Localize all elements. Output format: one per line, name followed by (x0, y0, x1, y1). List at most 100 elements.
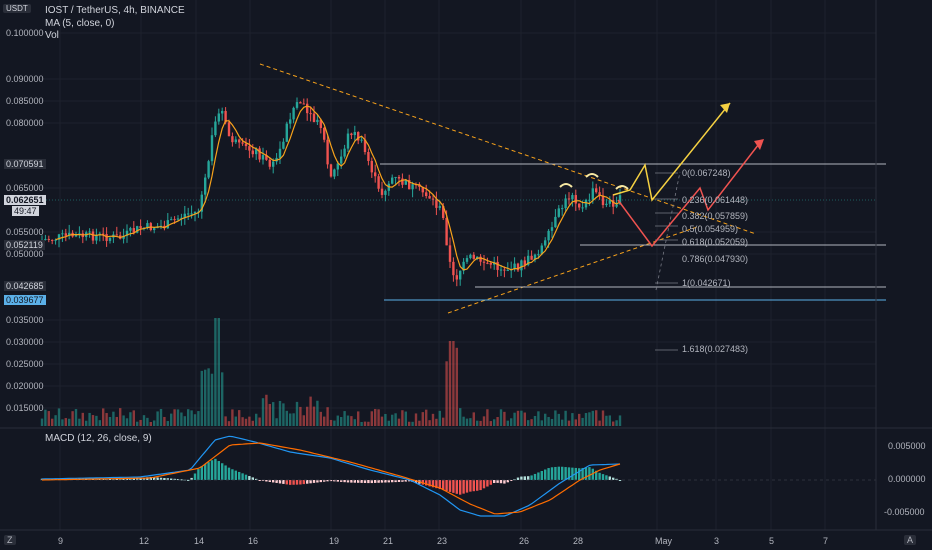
price-tick: 0.100000 (6, 28, 44, 38)
macd-histogram-bar (530, 475, 533, 480)
candle-body (489, 262, 492, 265)
macd-histogram-bar (207, 462, 210, 480)
macd-indicator-label[interactable]: MACD (12, 26, close, 9) (45, 433, 152, 444)
macd-histogram-bar (129, 478, 132, 480)
macd-histogram-bar (612, 477, 615, 480)
price-tick: 0.035000 (6, 315, 44, 325)
volume-bar (503, 411, 506, 426)
volume-bar (47, 411, 50, 426)
macd-histogram-bar (618, 480, 622, 481)
volume-bar (384, 413, 387, 426)
candle-body (95, 235, 98, 241)
volume-bar (71, 411, 74, 426)
macd-histogram-bar (455, 480, 458, 494)
volume-bar (496, 417, 499, 426)
volume-bar (397, 418, 401, 426)
macd-histogram-bar (238, 471, 241, 480)
macd-histogram-bar (527, 476, 530, 480)
candle-body (214, 121, 217, 136)
volume-bar (187, 409, 190, 426)
macd-histogram-bar (122, 478, 125, 480)
candle-body (227, 122, 231, 137)
candle-body (547, 230, 550, 241)
macd-histogram-bar (159, 477, 163, 480)
symbol-badge[interactable]: USDT (3, 4, 31, 13)
candle-body (319, 119, 322, 128)
candle-body (146, 223, 149, 228)
time-label: 14 (194, 536, 205, 546)
macd-histogram-bar (275, 480, 278, 483)
candle-body (574, 195, 577, 204)
volume-bar (618, 415, 622, 426)
volume-bar (605, 415, 608, 426)
candle-body (54, 239, 57, 241)
macd-histogram-bar (190, 477, 193, 480)
volume-bar (68, 418, 71, 426)
price-tick: 0.080000 (6, 118, 44, 128)
candle-body (255, 148, 258, 155)
candle-body (544, 240, 547, 246)
volume-bar (105, 413, 108, 426)
macd-histogram-bar (176, 479, 180, 481)
macd-histogram-bar (431, 480, 435, 488)
fib-level-label: 1.618(0.027483) (682, 344, 749, 354)
volume-bar (601, 410, 605, 426)
candle-body (421, 186, 424, 193)
macd-histogram-bar (493, 480, 496, 484)
volume-bar (421, 412, 424, 426)
candle-body (343, 148, 346, 157)
candle-body (425, 192, 428, 197)
arrow-head (754, 139, 764, 150)
volume-bar (425, 409, 428, 426)
macd-histogram-bar (510, 480, 513, 481)
candle-body (353, 132, 356, 136)
ma-indicator-label[interactable]: MA (5, close, 0) (45, 18, 115, 29)
zoom-button[interactable]: Z (4, 535, 16, 545)
volume-bar (411, 421, 414, 426)
volume-bar (78, 418, 81, 426)
macd-histogram-bar (231, 469, 234, 480)
candle-body (448, 245, 452, 262)
volume-bar (346, 415, 350, 426)
candle-body (299, 102, 302, 104)
volume-bar (98, 420, 101, 426)
macd-histogram-bar (591, 468, 594, 480)
macd-histogram-bar (554, 466, 557, 480)
time-label: 9 (58, 536, 64, 546)
candle-body (506, 270, 509, 272)
time-label: 3 (714, 536, 720, 546)
volume-bar (231, 409, 234, 426)
volume-bar (268, 404, 271, 426)
volume-indicator-label[interactable]: Vol (45, 30, 59, 41)
candle-body (251, 150, 254, 155)
macd-histogram-bar (452, 480, 455, 493)
volume-bar (214, 318, 217, 426)
macd-histogram-bar (567, 467, 571, 480)
macd-histogram-bar (139, 478, 142, 480)
macd-histogram-bar (506, 480, 509, 483)
volume-bar (360, 421, 363, 426)
time-label: 7 (823, 536, 829, 546)
price-tick: 0.090000 (6, 74, 44, 84)
volume-bar (561, 419, 564, 426)
macd-histogram-bar (615, 478, 618, 480)
volume-bar (513, 412, 516, 426)
candle-body (312, 113, 316, 123)
candle-body (74, 234, 78, 237)
candle-body (367, 152, 370, 161)
macd-histogram-bar (302, 480, 305, 485)
candle-body (567, 198, 571, 200)
volume-bar (227, 421, 231, 426)
volume-bar (170, 413, 173, 426)
candle-body (302, 103, 305, 105)
candle-body (268, 159, 271, 167)
volume-bar (85, 420, 88, 426)
macd-histogram-bar (353, 480, 356, 483)
candle-body (537, 254, 540, 256)
macd-histogram-bar (595, 470, 598, 480)
candle-body (564, 198, 567, 209)
candle-body (455, 275, 458, 280)
auto-scale-button[interactable]: A (904, 535, 917, 545)
candle-body (173, 219, 176, 221)
